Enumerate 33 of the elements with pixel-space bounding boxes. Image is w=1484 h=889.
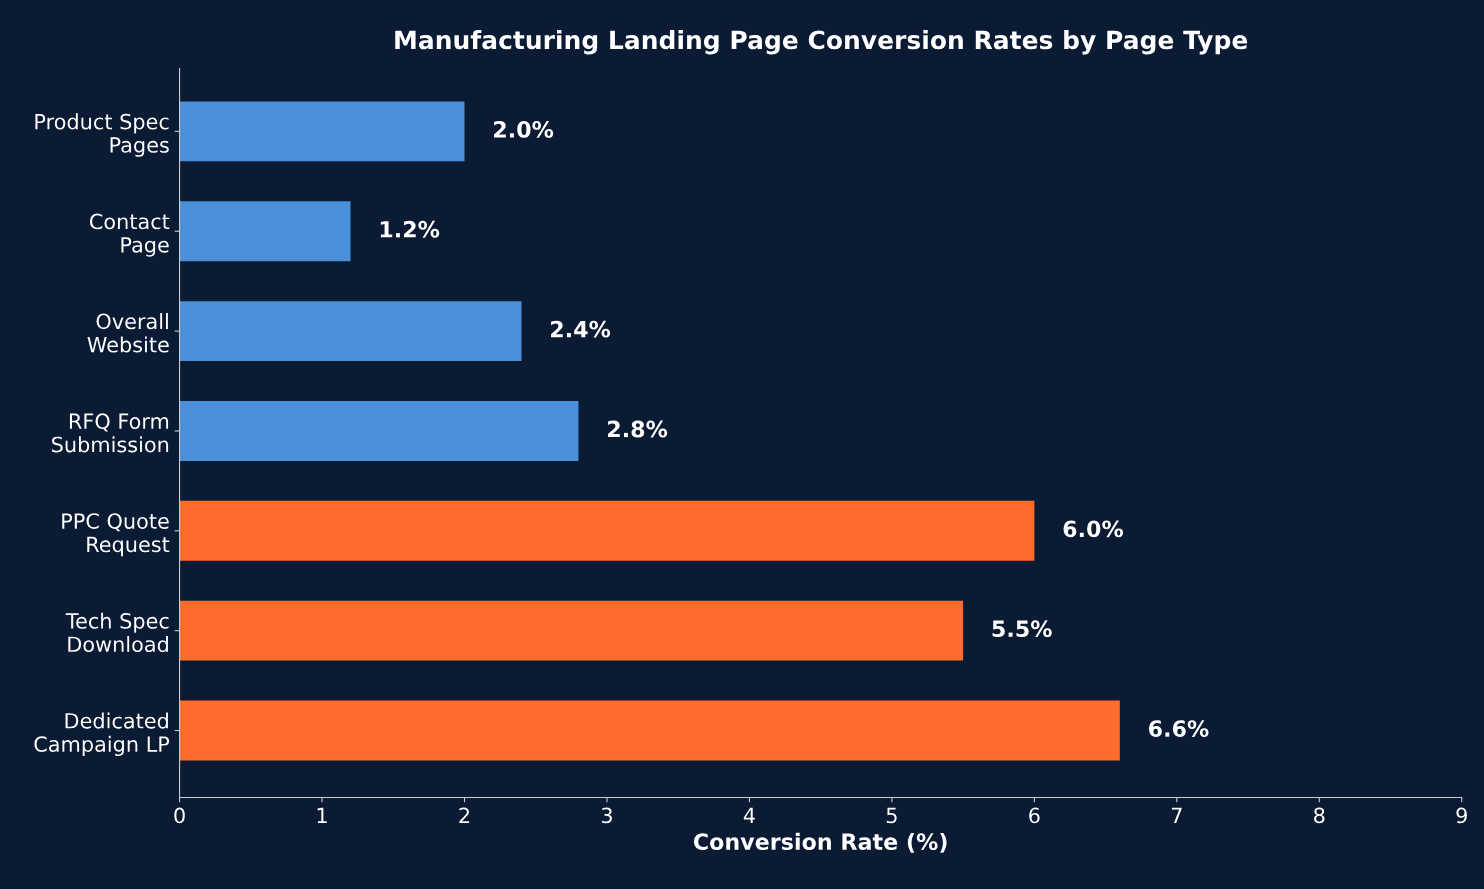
y-tick-label: Product Spec Pages (35, 113, 169, 157)
bar (179, 201, 351, 262)
bar (179, 600, 964, 661)
data-label: 1.2% (380, 220, 440, 238)
bar (179, 400, 579, 461)
y-tick-label: RFQ Form Submission (52, 413, 169, 453)
data-label: 5.5% (992, 620, 1052, 638)
bar (179, 301, 522, 362)
y-tick-label: Contact Page (89, 213, 170, 257)
data-label: 6.0% (1063, 520, 1124, 538)
chart-title: Manufacturing Landing Page Conversion Rates by Page Type (395, 30, 1248, 55)
y-tick-label: Tech Spec Download (65, 612, 169, 653)
x-tick-label: 6 (1029, 807, 1040, 824)
bar (179, 101, 465, 162)
x-tick-label: 8 (1314, 807, 1325, 824)
y-tick-label: Dedicated Campaign LP (34, 712, 170, 757)
bar (179, 500, 1035, 561)
x-tick-label: 2 (459, 807, 470, 823)
data-label: 2.8% (608, 420, 668, 438)
y-tick-label: PPC Quote Request (62, 513, 170, 557)
x-tick-label: 1 (317, 807, 327, 823)
x-axis-title: Conversion Rate (%) (693, 832, 947, 853)
data-label: 6.6% (1148, 720, 1209, 737)
x-tick-label: 0 (174, 807, 185, 824)
bar (179, 700, 1120, 761)
data-label: 2.4% (551, 320, 611, 338)
x-tick-label: 5 (886, 807, 897, 824)
x-tick-label: 9 (1456, 807, 1467, 824)
y-tick-label: Overall Website (87, 313, 169, 353)
x-tick-label: 4 (743, 807, 755, 823)
x-tick-label: 7 (1171, 807, 1182, 823)
data-label: 2.0% (494, 121, 554, 138)
x-tick-label: 3 (601, 807, 612, 824)
